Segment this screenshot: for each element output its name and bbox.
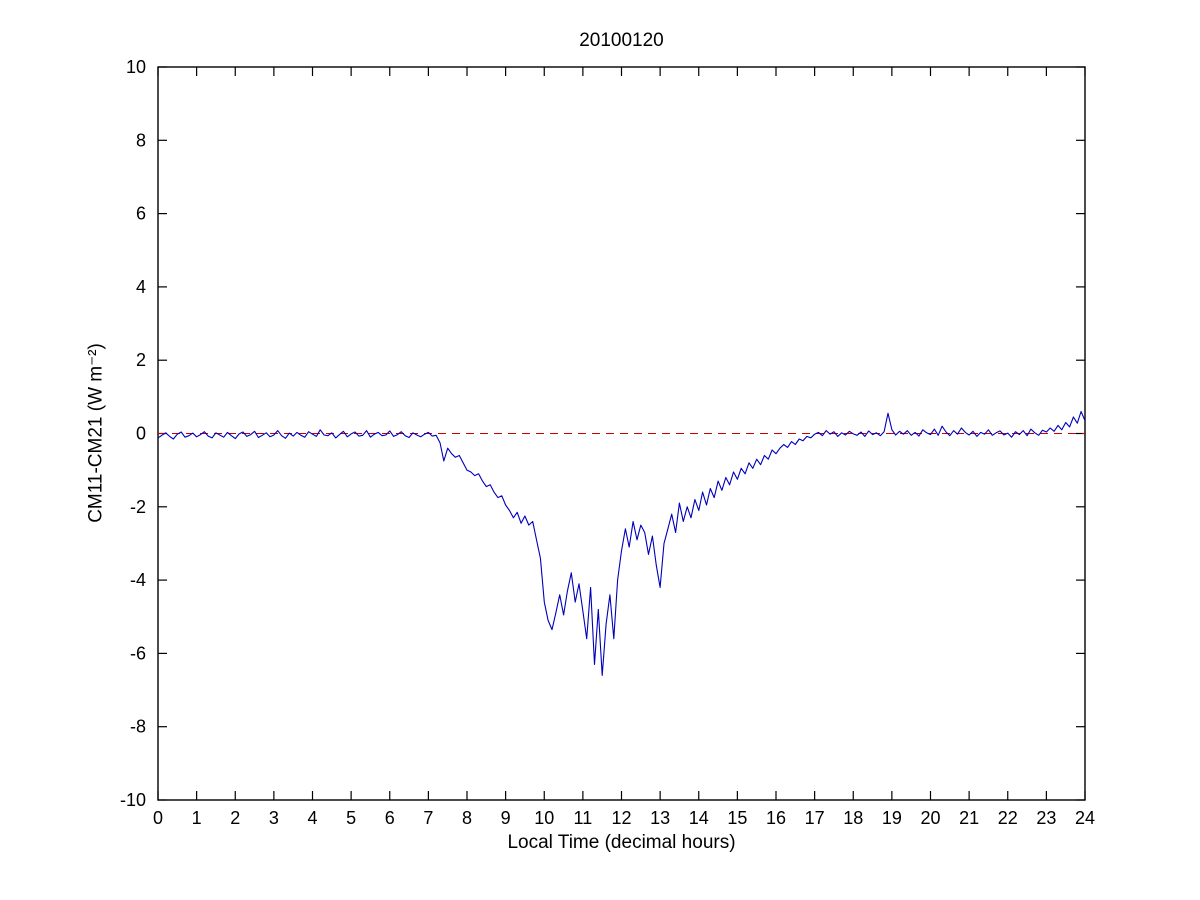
y-tick-label: -4 (130, 570, 146, 590)
x-tick-label: 9 (501, 808, 511, 828)
x-tick-label: 10 (534, 808, 554, 828)
x-tick-label: 17 (805, 808, 825, 828)
y-tick-label: 10 (126, 57, 146, 77)
x-tick-label: 2 (230, 808, 240, 828)
x-tick-label: 15 (727, 808, 747, 828)
y-tick-label: -6 (130, 643, 146, 663)
x-tick-label: 5 (346, 808, 356, 828)
x-tick-label: 12 (611, 808, 631, 828)
x-tick-label: 4 (307, 808, 317, 828)
y-tick-label: 4 (136, 277, 146, 297)
x-tick-label: 7 (423, 808, 433, 828)
x-tick-label: 18 (843, 808, 863, 828)
x-axis-label: Local Time (decimal hours) (507, 832, 736, 853)
x-tick-label: 0 (153, 808, 163, 828)
y-axis-label: CM11-CM21 (W m⁻²) (85, 343, 107, 523)
x-tick-label: 24 (1075, 808, 1095, 828)
x-tick-label: 21 (959, 808, 979, 828)
x-tick-label: 19 (882, 808, 902, 828)
x-tick-label: 14 (689, 808, 709, 828)
data-line (157, 410, 1086, 676)
x-tick-label: 8 (462, 808, 472, 828)
x-tick-label: 11 (574, 808, 593, 828)
y-tick-label: 6 (136, 204, 146, 224)
x-tick-label: 20 (920, 808, 940, 828)
x-tick-label: 23 (1036, 808, 1056, 828)
x-tick-label: 1 (192, 808, 202, 828)
y-tick-label: -8 (130, 717, 146, 737)
y-tick-label: -2 (130, 497, 146, 517)
x-tick-label: 13 (650, 808, 670, 828)
x-tick-label: 6 (385, 808, 395, 828)
y-tick-label: 0 (136, 424, 146, 444)
x-tick-label: 16 (766, 808, 786, 828)
y-tick-label: -10 (120, 790, 146, 810)
x-tick-label: 3 (269, 808, 279, 828)
y-tick-label: 2 (136, 350, 146, 370)
x-tick-label: 22 (998, 808, 1018, 828)
chart-title: 20100120 (579, 30, 664, 51)
y-tick-label: 8 (136, 130, 146, 150)
